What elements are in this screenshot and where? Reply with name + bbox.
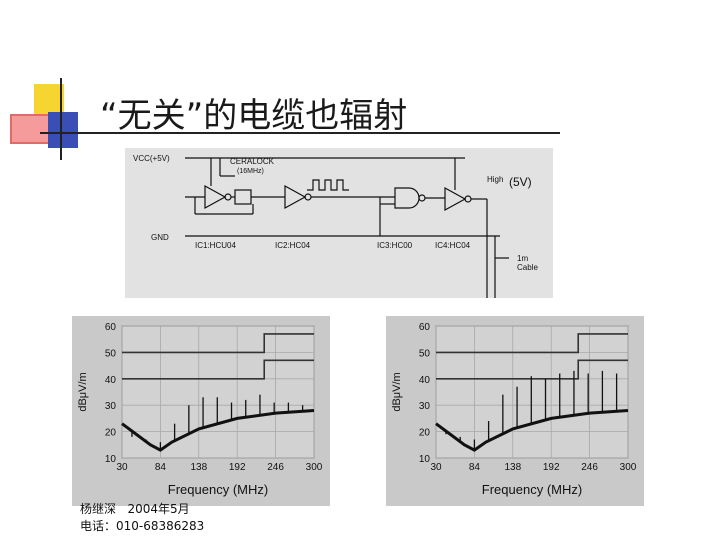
y-tick-label: 30 [419,401,431,412]
limit-line-1 [122,333,314,354]
y-tick-label: 60 [105,322,117,333]
x-tick-label: 300 [306,462,323,473]
limit-line-2 [122,359,314,380]
y-tick-label: 40 [105,375,117,386]
x-tick-label: 192 [543,462,560,473]
slide-title: “无关”的电缆也辐射 [100,96,408,136]
high-label: High [487,175,503,184]
x-tick-label: 30 [116,462,128,473]
y-tick-label: 40 [419,375,431,386]
ic4-label: IC4:HC04 [435,241,471,250]
x-axis-label: Frequency (MHz) [168,482,268,497]
horizontal-rule [40,132,560,134]
x-tick-label: 84 [155,462,167,473]
y-tick-label: 50 [105,348,117,359]
high-voltage-label: (5V) [509,175,532,189]
x-tick-label: 246 [267,462,284,473]
noise-floor-trace [121,408,315,452]
cable-length-label: 1m [517,254,528,263]
emission-chart-before: 30 84 138 192 246 300 10 20 30 40 50 60 Frequency (M… [72,316,330,506]
frequency-label: (16MHz) [237,168,264,175]
x-tick-label: 84 [469,462,481,473]
blue-square [48,112,78,148]
vertical-rule [60,78,62,160]
plot-area [121,325,315,459]
x-tick-label: 246 [581,462,598,473]
vcc-label: VCC(+5V) [133,154,170,163]
y-axis-label: dBμV/m [391,372,403,411]
limit-line-2 [436,359,628,380]
ic1-label: IC1:HCU04 [195,241,236,250]
ic3-label: IC3:HC00 [377,241,413,250]
limit-line-1 [436,333,628,354]
y-axis-label: dBμV/m [77,372,89,411]
circuit-diagram: VCC(+5V) GND CERALOCK (16MHz) High (5V) … [125,148,553,298]
y-tick-label: 20 [419,428,431,439]
footer-author-date: 杨继深 2004年5月 [80,502,190,516]
y-tick-label: 10 [105,454,117,465]
y-tick-label: 60 [419,322,431,333]
y-tick-label: 20 [105,428,117,439]
emission-chart-after: 30 84 138 192 246 300 10 20 30 40 50 60 Frequency (M… [386,316,644,506]
noise-floor-trace [435,408,629,452]
gnd-label: GND [151,233,169,242]
x-tick-label: 300 [620,462,637,473]
x-tick-label: 192 [229,462,246,473]
x-tick-label: 138 [190,462,207,473]
x-tick-label: 138 [504,462,521,473]
ceralock-label: CERALOCK [230,157,275,166]
y-tick-label: 30 [105,401,117,412]
footer-phone: 电话：010-68386283 [80,519,205,533]
ic2-label: IC2:HC04 [275,241,311,250]
yellow-square [34,84,64,114]
y-tick-label: 50 [419,348,431,359]
x-axis-label: Frequency (MHz) [482,482,582,497]
cable-label: Cable [517,263,538,272]
plot-area [435,325,629,459]
y-tick-label: 10 [419,454,431,465]
x-tick-label: 30 [430,462,442,473]
